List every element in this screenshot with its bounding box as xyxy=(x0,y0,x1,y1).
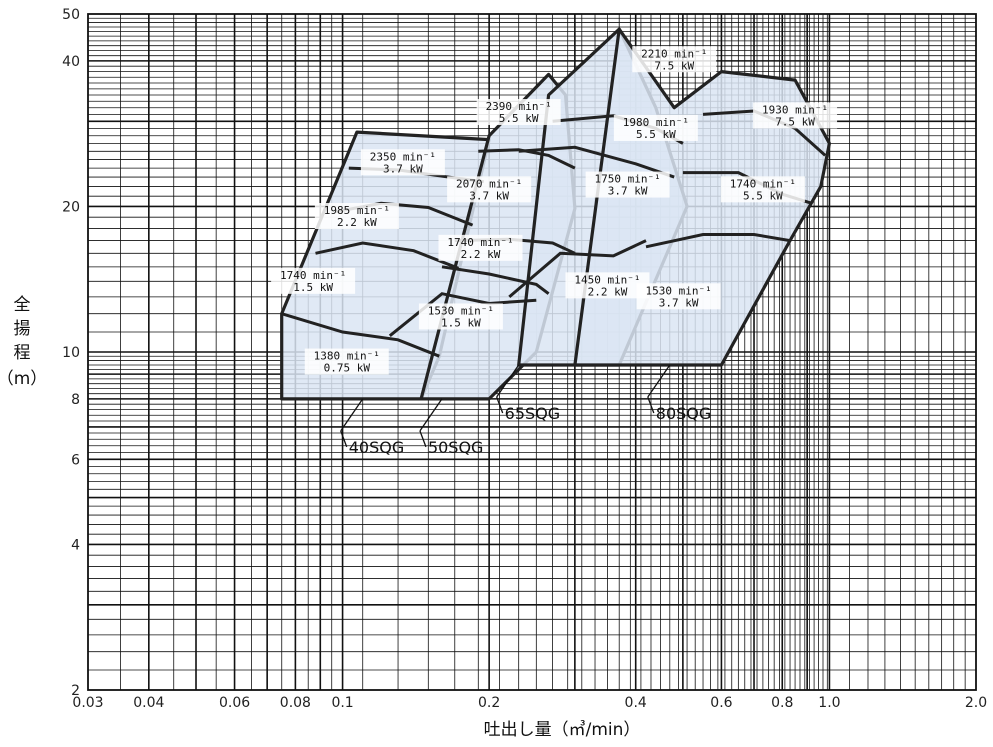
callout-label: 40SQG xyxy=(349,438,405,457)
label-rpm: 1380 min⁻¹ xyxy=(314,350,380,363)
y-axis-label-char: 揚 xyxy=(14,319,31,339)
callout-label: 50SQG xyxy=(428,438,484,457)
curve-50sqg xyxy=(441,265,550,295)
callout-leader xyxy=(496,364,520,398)
label-backdrop xyxy=(720,176,805,203)
curve-80sqg xyxy=(645,233,791,249)
x-tick-label: 0.1 xyxy=(331,695,353,711)
label-kw: 2.2 kW xyxy=(337,216,377,229)
y-tick-label: 20 xyxy=(62,199,80,215)
label-kw: 5.5 kW xyxy=(636,128,676,141)
callout-leader xyxy=(340,430,348,448)
label-backdrop xyxy=(418,303,503,330)
label-kw: 1.5 kW xyxy=(441,316,481,329)
label-kw: 2.2 kW xyxy=(588,285,628,298)
label-rpm: 1450 min⁻¹ xyxy=(574,273,640,286)
label-backdrop xyxy=(632,46,717,73)
label-backdrop xyxy=(613,114,698,141)
y-tick-label: 40 xyxy=(62,54,80,70)
label-rpm: 2210 min⁻¹ xyxy=(641,47,707,60)
label-rpm: 2070 min⁻¹ xyxy=(456,177,522,190)
callout-leader xyxy=(647,396,655,414)
label-backdrop xyxy=(360,149,445,176)
x-tick-label: 0.04 xyxy=(133,695,164,711)
label-kw: 7.5 kW xyxy=(654,59,694,72)
label-kw: 0.75 kW xyxy=(324,362,371,375)
x-tick-label: 2.0 xyxy=(965,695,987,711)
y-axis-label-char: 程 xyxy=(14,343,31,363)
curve-50sqg xyxy=(388,292,537,337)
label-rpm: 1930 min⁻¹ xyxy=(762,103,828,116)
label-backdrop xyxy=(271,267,356,294)
label-rpm: 1740 min⁻¹ xyxy=(447,236,513,249)
label-kw: 3.7 kW xyxy=(659,296,699,309)
curve-65sqg xyxy=(508,239,647,299)
curve-50sqg xyxy=(478,148,576,170)
y-tick-label: 4 xyxy=(71,537,80,553)
x-tick-label: 1.0 xyxy=(818,695,840,711)
x-tick-label: 0.08 xyxy=(280,695,311,711)
model-callouts: 40SQG 50SQG 65SQG 80SQG xyxy=(340,364,712,457)
label-backdrop xyxy=(314,203,399,230)
callout-leader xyxy=(496,396,504,414)
callout-label: 80SQG xyxy=(656,404,712,423)
x-tick-label: 0.6 xyxy=(710,695,732,711)
x-axis-label: 吐出し量（㎥/min） xyxy=(484,720,641,740)
label-kw: 3.7 kW xyxy=(383,162,423,175)
callout-leader xyxy=(647,364,671,398)
label-rpm: 1530 min⁻¹ xyxy=(645,284,711,297)
callout-leader xyxy=(419,398,443,432)
x-tick-label: 0.03 xyxy=(72,695,103,711)
label-rpm: 1740 min⁻¹ xyxy=(280,269,346,282)
label-backdrop xyxy=(304,348,389,375)
label-kw: 1.5 kW xyxy=(293,281,333,294)
axes: 0.03 0.04 0.06 0.08 0.1 0.2 0.4 0.6 0.8 1.0 2.0 2 4 6… xyxy=(0,7,987,740)
y-tick-label: 8 xyxy=(71,392,80,408)
callout-leader xyxy=(340,398,364,432)
curve-40sqg xyxy=(281,312,440,358)
label-rpm: 1750 min⁻¹ xyxy=(594,173,660,186)
x-tick-label: 0.2 xyxy=(478,695,500,711)
curve-65sqg xyxy=(518,145,675,179)
y-axis-label-char: 全 xyxy=(14,295,31,315)
x-tick-label: 0.4 xyxy=(625,695,647,711)
label-backdrop xyxy=(585,171,670,198)
label-backdrop xyxy=(753,102,838,129)
label-kw: 5.5 kW xyxy=(743,189,783,202)
label-rpm: 1530 min⁻¹ xyxy=(428,304,494,317)
label-kw: 2.2 kW xyxy=(461,248,501,261)
label-kw: 3.7 kW xyxy=(608,185,648,198)
y-tick-label: 10 xyxy=(62,345,80,361)
label-rpm: 2390 min⁻¹ xyxy=(486,100,552,113)
label-rpm: 1985 min⁻¹ xyxy=(324,204,390,217)
callout-leader xyxy=(419,430,427,448)
label-backdrop xyxy=(476,99,561,126)
x-tick-label: 0.8 xyxy=(771,695,793,711)
curve-40sqg xyxy=(315,241,460,270)
label-kw: 7.5 kW xyxy=(775,115,815,128)
callout-label: 65SQG xyxy=(505,404,561,423)
plot-frame xyxy=(87,13,977,691)
label-backdrop xyxy=(438,234,523,261)
label-rpm: 1980 min⁻¹ xyxy=(623,116,689,129)
label-backdrop xyxy=(447,176,532,203)
x-tick-label: 0.06 xyxy=(219,695,250,711)
y-axis-unit: （m） xyxy=(0,369,47,389)
label-kw: 5.5 kW xyxy=(499,112,539,125)
label-backdrop xyxy=(636,283,721,310)
label-kw: 3.7 kW xyxy=(469,189,509,202)
label-backdrop xyxy=(565,272,650,299)
y-tick-label: 50 xyxy=(62,7,80,23)
label-rpm: 2350 min⁻¹ xyxy=(370,150,436,163)
label-rpm: 1740 min⁻¹ xyxy=(730,177,796,190)
y-tick-label: 2 xyxy=(71,683,80,699)
y-tick-label: 6 xyxy=(71,452,80,468)
